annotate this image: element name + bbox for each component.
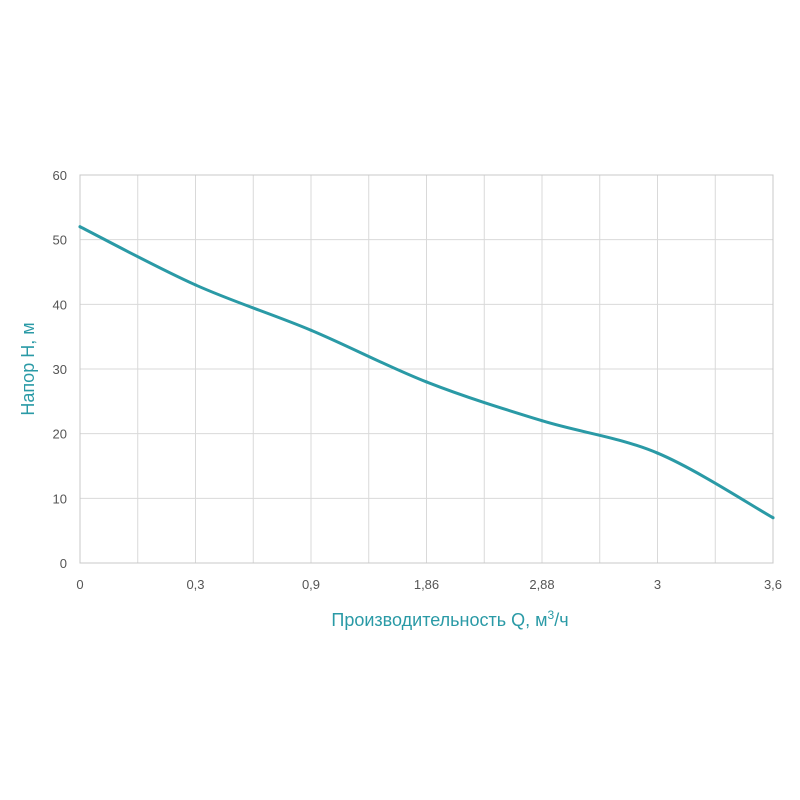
- data-points: [78, 225, 775, 520]
- data-point: [656, 451, 659, 455]
- y-tick-label: 30: [53, 362, 67, 377]
- y-tick-label: 50: [53, 233, 67, 248]
- grid: [80, 174, 773, 564]
- x-tick-label: 0,3: [186, 577, 204, 592]
- data-point: [771, 516, 775, 520]
- plot-frame: [79, 174, 774, 564]
- x-axis-title-main: Производительность Q, м: [331, 610, 547, 630]
- x-tick-label: 1,86: [414, 577, 439, 592]
- data-point: [194, 283, 197, 287]
- y-tick-label: 10: [53, 491, 67, 506]
- x-tick-label: 3,6: [764, 577, 782, 592]
- y-tick-labels: 0 10 20 30 40 50 60: [53, 168, 67, 571]
- y-axis-title: Напор H, м: [18, 322, 38, 415]
- y-tick-label: 20: [53, 427, 67, 442]
- y-tick-label: 40: [53, 297, 67, 312]
- y-tick-label: 60: [53, 168, 67, 183]
- x-tick-label: 0: [76, 577, 83, 592]
- x-tick-labels: 0 0,3 0,9 1,86 2,88 3 3,6: [76, 577, 782, 592]
- data-point: [309, 328, 313, 332]
- data-point: [425, 380, 428, 384]
- x-axis-title-tail: /ч: [554, 610, 568, 630]
- x-axis-title: Производительность Q, м3/ч: [331, 608, 568, 630]
- y-tick-label: 0: [60, 556, 67, 571]
- data-point: [78, 225, 82, 229]
- x-tick-label: 3: [654, 577, 661, 592]
- x-tick-label: 0,9: [302, 577, 320, 592]
- x-tick-label: 2,88: [529, 577, 554, 592]
- data-point: [540, 419, 544, 423]
- x-axis-title-superscript: 3: [548, 608, 555, 622]
